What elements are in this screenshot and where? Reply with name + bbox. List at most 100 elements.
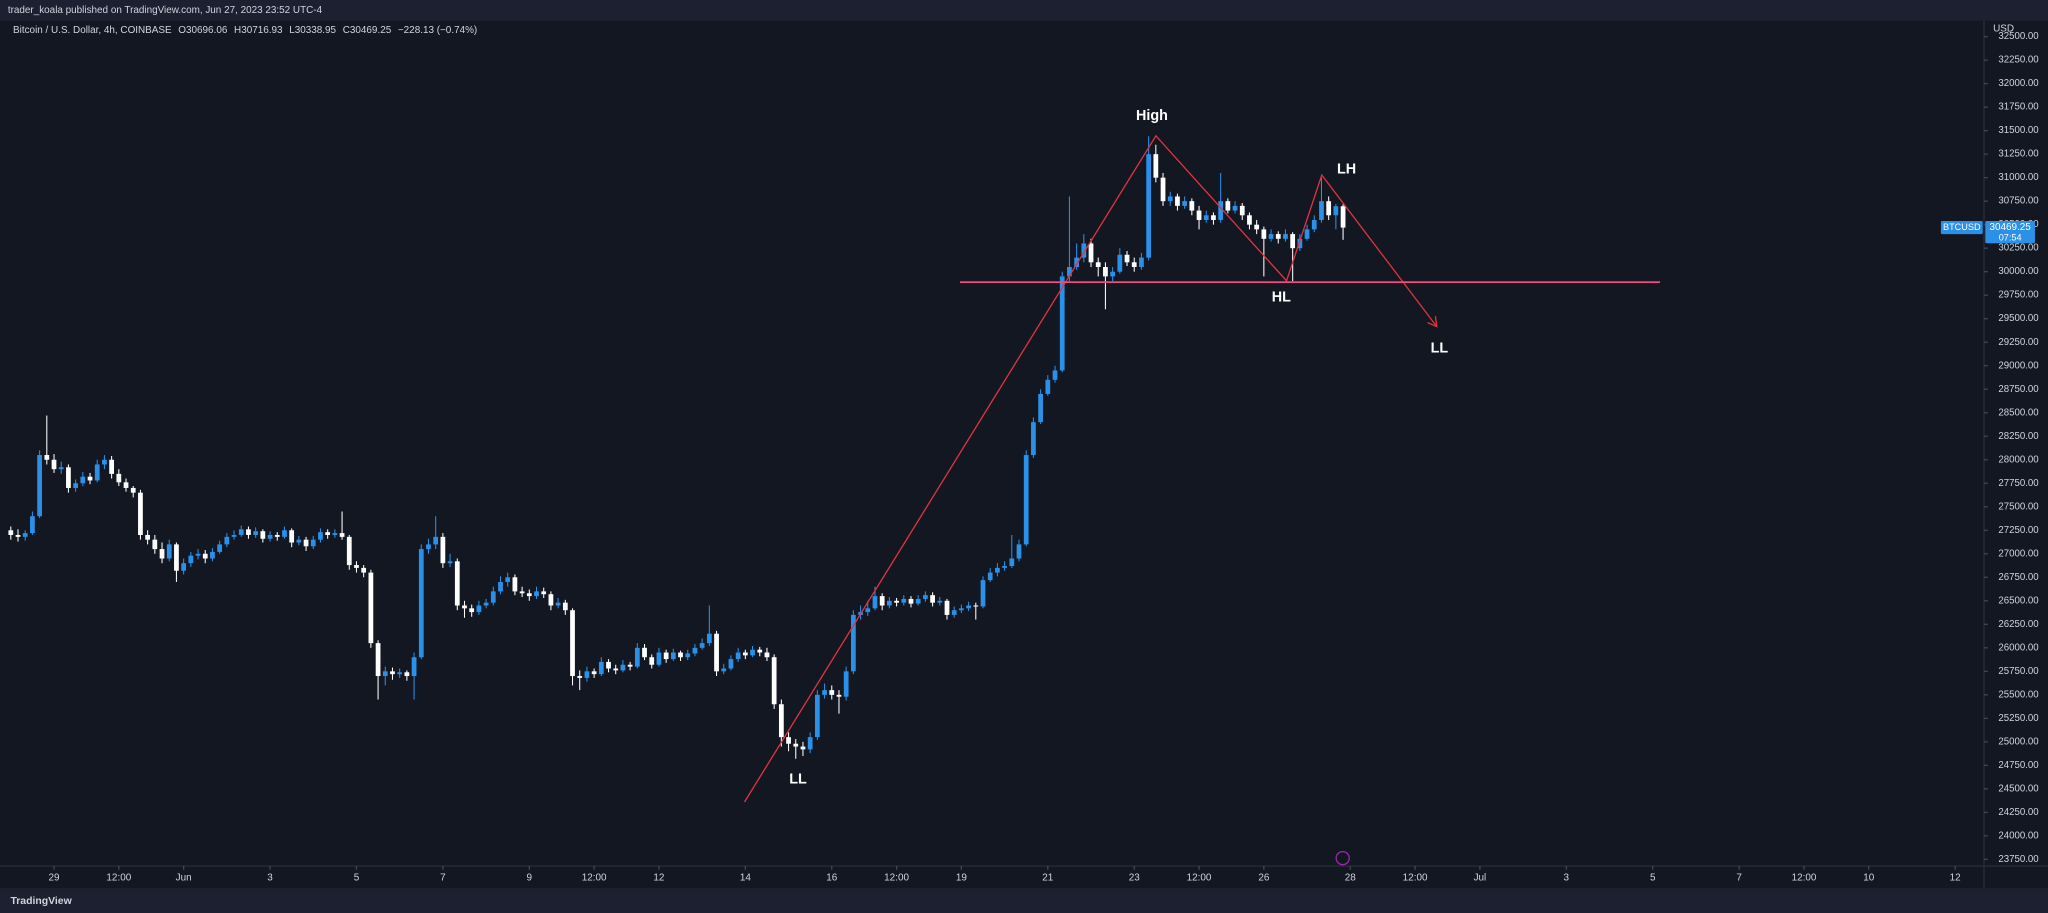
x-tick-label: Jun	[176, 872, 192, 883]
y-tick-label: 23750.00	[1998, 854, 2038, 865]
candle-body	[498, 581, 503, 592]
y-tick-label: 27000.00	[1998, 548, 2038, 559]
candle-body	[73, 483, 78, 488]
candle-body	[505, 577, 511, 582]
candle-body	[822, 690, 827, 695]
candle-body	[138, 492, 143, 535]
y-tick-label: 28250.00	[1998, 431, 2038, 442]
candle-body	[793, 743, 799, 747]
y-tick-label: 26750.00	[1998, 572, 2038, 583]
event-icon[interactable]	[1335, 850, 1350, 866]
candle-body	[570, 610, 575, 677]
candle-body	[1175, 196, 1180, 206]
x-tick-label: 12	[653, 872, 665, 883]
candle-body	[1081, 243, 1087, 258]
candle-body	[555, 602, 561, 606]
candle-body	[145, 534, 151, 540]
candle-body	[519, 591, 525, 594]
candle-body	[440, 536, 446, 564]
candle-body	[1038, 393, 1043, 423]
legend-value: 30469.25	[350, 25, 392, 36]
candle-body	[901, 598, 907, 603]
candle-body	[354, 565, 359, 568]
x-tick-label: Jul	[1474, 872, 1487, 883]
y-tick-label: 29500.00	[1998, 313, 2038, 324]
candle-body	[87, 476, 93, 481]
candle-body	[699, 643, 705, 648]
y-tick-label: 29250.00	[1998, 337, 2038, 348]
candle-body	[1283, 234, 1288, 239]
candle-body	[944, 600, 950, 615]
y-tick-label: 32250.00	[1998, 55, 2038, 66]
legend-value: 30696.06	[186, 25, 228, 36]
y-tick-label: 24000.00	[1998, 830, 2038, 841]
candle-body	[973, 605, 979, 607]
candle-body	[670, 652, 676, 660]
y-tick-label: 28500.00	[1998, 407, 2038, 418]
legend-change: −228.13 (−0.74%)	[398, 25, 477, 36]
candle-body	[1333, 206, 1339, 216]
candle-body	[116, 473, 122, 483]
candle-body	[390, 671, 395, 675]
y-tick-label: 31000.00	[1998, 172, 2038, 183]
candle-body	[1340, 206, 1346, 228]
candle-body	[692, 647, 698, 654]
candle-body	[750, 649, 755, 656]
candle-body	[634, 647, 640, 667]
candle-body	[224, 536, 230, 545]
candle-body	[1189, 201, 1195, 211]
x-tick-label: 14	[740, 872, 752, 883]
x-tick-label: 5	[354, 872, 360, 883]
y-tick-label: 27250.00	[1998, 525, 2038, 536]
candle-body	[476, 605, 482, 613]
candle-body	[685, 653, 691, 658]
candle-body	[418, 549, 424, 658]
candle-body	[1160, 177, 1166, 202]
x-tick-label: 29	[48, 872, 60, 883]
legend-prefix: L	[289, 25, 295, 36]
plot-area: 23750.00 24000.00 24250.00 24500.00 24750.00…	[8, 31, 2039, 883]
candle-body	[274, 534, 280, 537]
candle-body	[1319, 201, 1324, 220]
candle-body	[1254, 224, 1260, 230]
candle-body	[721, 668, 727, 672]
y-tick-label: 25500.00	[1998, 689, 2038, 700]
candle-body	[742, 652, 748, 656]
candle-body	[58, 467, 64, 470]
candle-body	[332, 533, 338, 535]
candle-body	[1182, 201, 1188, 206]
y-tick-label: 31500.00	[1998, 125, 2038, 136]
candle-body	[66, 467, 71, 488]
y-tick-label: 24250.00	[1998, 807, 2038, 818]
candle-body	[872, 596, 878, 609]
candle-body	[267, 534, 273, 539]
ticker-badge	[1940, 221, 1983, 235]
candle-body	[130, 487, 136, 493]
candle-body	[339, 533, 345, 537]
y-tick-label: 32000.00	[1998, 78, 2038, 89]
candle-body	[656, 652, 662, 665]
candle-body	[202, 553, 208, 559]
candle-body	[923, 595, 928, 599]
candle-body	[318, 532, 323, 540]
candle-body	[1016, 544, 1022, 559]
x-tick-label: 10	[1863, 872, 1875, 883]
candle-body	[1088, 243, 1094, 263]
candle-body	[1031, 422, 1036, 456]
candle-body	[1052, 370, 1058, 380]
candle-body	[253, 531, 259, 535]
annotation: LL	[789, 772, 807, 788]
candle-body	[534, 591, 539, 597]
annotation: LL	[1431, 341, 1449, 357]
candle-body	[1139, 257, 1144, 267]
candle-body	[152, 539, 158, 550]
candle-body	[1009, 558, 1015, 567]
candle-body	[1203, 215, 1209, 220]
y-tick-label: 29750.00	[1998, 290, 2038, 301]
candle-body	[642, 647, 647, 658]
candle-body	[548, 594, 554, 606]
candle-body	[930, 595, 935, 603]
x-tick-label: 12:00	[1792, 872, 1817, 883]
candle-body	[80, 476, 86, 484]
